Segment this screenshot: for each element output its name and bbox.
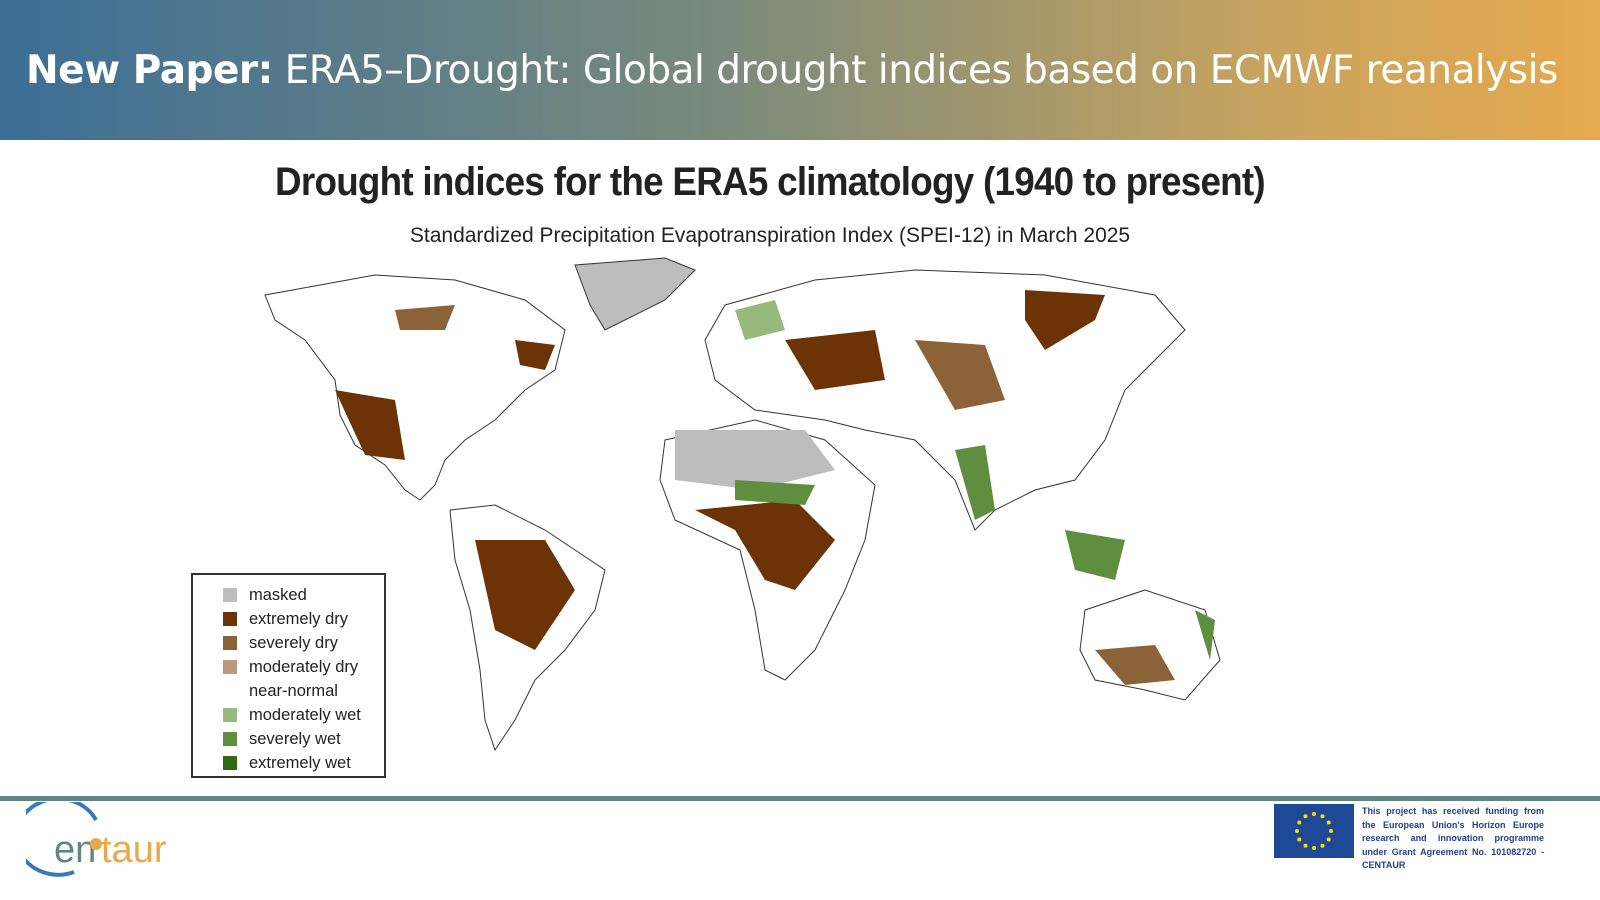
legend-item: masked bbox=[223, 583, 384, 607]
eu-star-icon bbox=[1295, 829, 1299, 833]
legend-item: severely dry bbox=[223, 631, 384, 655]
north-america bbox=[264, 274, 566, 501]
footer-divider bbox=[0, 796, 1600, 801]
header-banner: New Paper: ERA5–Drought: Global drought … bbox=[0, 0, 1600, 140]
legend-item: moderately dry bbox=[223, 655, 384, 679]
slide-title: Drought indices for the ERA5 climatology… bbox=[275, 160, 1266, 204]
legend-swatch bbox=[223, 588, 237, 602]
legend-item: near-normal bbox=[223, 679, 384, 703]
legend-item: extremely dry bbox=[223, 607, 384, 631]
legend-item: extremely wet bbox=[223, 751, 384, 775]
legend-item: moderately wet bbox=[223, 703, 384, 727]
legend-swatch bbox=[223, 660, 237, 674]
eu-flag bbox=[1274, 804, 1354, 858]
eu-star-icon bbox=[1303, 843, 1308, 848]
eu-star-icon bbox=[1297, 820, 1302, 825]
legend-swatch bbox=[223, 612, 237, 626]
eu-star-icon bbox=[1312, 846, 1316, 850]
eu-star-icon bbox=[1320, 843, 1325, 848]
legend-item: severely wet bbox=[223, 727, 384, 751]
legend-swatch bbox=[223, 708, 237, 722]
svg-text:en: en bbox=[54, 829, 96, 871]
map-legend: masked extremely dry severely dry modera… bbox=[191, 573, 386, 778]
eu-star-icon bbox=[1303, 814, 1308, 819]
world-drought-map bbox=[264, 257, 1221, 752]
legend-swatch bbox=[223, 756, 237, 770]
legend-swatch bbox=[223, 636, 237, 650]
svg-text:taur: taur bbox=[101, 829, 167, 871]
centaur-logo: en taur bbox=[26, 802, 167, 877]
eu-star-icon bbox=[1320, 814, 1325, 819]
legend-swatch bbox=[223, 684, 237, 698]
funding-notice: This project has received funding from t… bbox=[1362, 806, 1544, 870]
eu-star-icon bbox=[1329, 829, 1333, 833]
australia bbox=[1079, 589, 1221, 701]
eu-star-icon bbox=[1326, 820, 1331, 825]
greenland bbox=[574, 257, 696, 331]
header-title: New Paper: ERA5–Drought: Global drought … bbox=[26, 47, 1558, 93]
drought-areas bbox=[335, 290, 1215, 685]
eu-star-icon bbox=[1297, 837, 1302, 842]
eu-star-icon bbox=[1326, 837, 1331, 842]
legend-swatch bbox=[223, 732, 237, 746]
eu-star-icon bbox=[1312, 812, 1316, 816]
slide-subtitle: Standardized Precipitation Evapotranspir… bbox=[409, 224, 1131, 247]
